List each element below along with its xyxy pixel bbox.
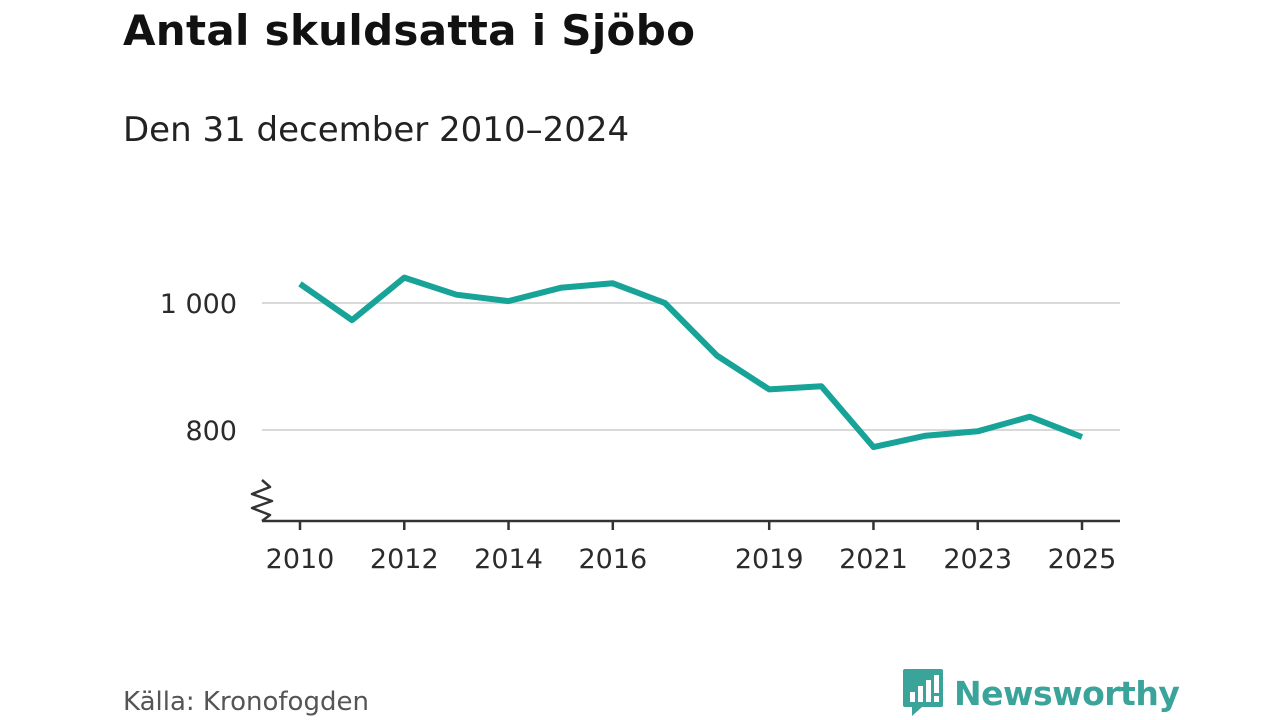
- series-line: [298, 274, 1084, 451]
- axis-break-mark: [250, 479, 274, 522]
- x-tick-label: 2025: [1048, 544, 1117, 575]
- brand-logo: Newsworthy: [902, 668, 1180, 718]
- chart-subtitle: Den 31 december 2010–2024: [123, 110, 630, 150]
- brand-name: Newsworthy: [954, 673, 1180, 713]
- y-tick-labels: 800 1 000: [160, 289, 237, 447]
- x-tick-label: 2016: [578, 544, 647, 575]
- bar-chart-speech-bubble-icon: [903, 669, 943, 716]
- x-tick-label: 2014: [474, 544, 543, 575]
- x-tick-label: 2010: [266, 544, 335, 575]
- x-tick-label: 2019: [735, 544, 804, 575]
- x-tick-label: 2021: [839, 544, 908, 575]
- x-tick-label: 2023: [943, 544, 1012, 575]
- y-tick-label: 800: [185, 416, 237, 447]
- x-tick-labels: 2010 2012 2014 2016 2019 2021 2023 2025: [266, 544, 1117, 575]
- chart-title: Antal skuldsatta i Sjöbo: [123, 6, 696, 55]
- gridlines: [262, 302, 1120, 431]
- x-tick-label: 2012: [370, 544, 439, 575]
- series-layer: [298, 274, 1084, 451]
- x-axis: [250, 479, 1120, 530]
- source-note: Källa: Kronofogden: [123, 687, 369, 717]
- y-tick-label: 1 000: [160, 289, 237, 320]
